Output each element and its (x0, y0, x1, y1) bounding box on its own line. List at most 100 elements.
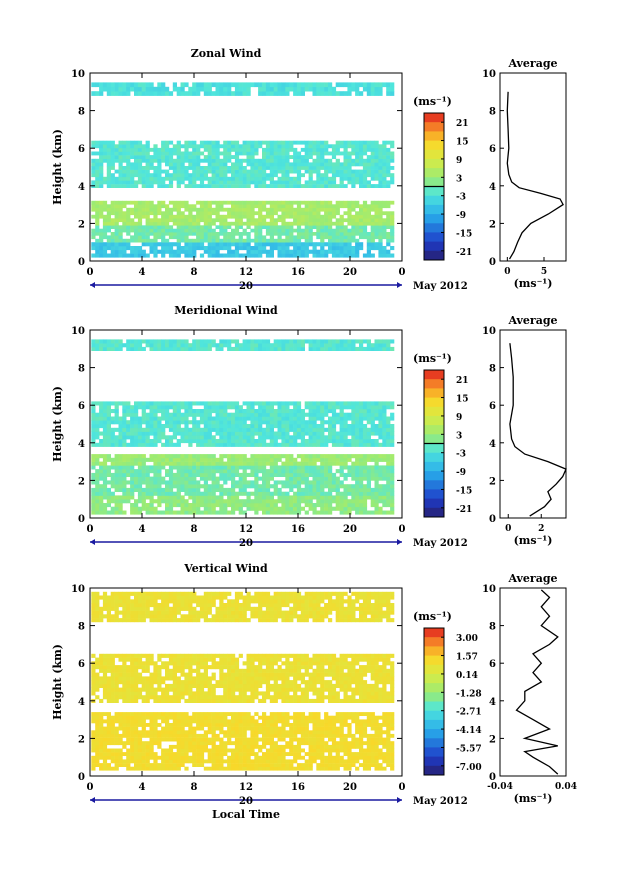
heatmap-cell (219, 253, 224, 258)
heatmap-cell (203, 412, 208, 417)
heatmap-cell (238, 238, 243, 243)
heatmap-cell (95, 495, 100, 500)
heatmap-cell (254, 506, 259, 511)
heatmap-cell (300, 200, 305, 205)
heatmap-cell (390, 499, 395, 504)
heatmap-cell (118, 487, 123, 492)
heatmap-cell (285, 242, 290, 247)
heatmap-cell (304, 420, 309, 425)
heatmap-cell (351, 409, 356, 414)
heatmap-cell (328, 472, 333, 477)
heatmap-cell (192, 737, 197, 742)
heatmap-cell (285, 228, 290, 233)
heatmap-cell (118, 166, 123, 170)
heatmap-cell (304, 405, 309, 410)
heatmap-cell (207, 719, 212, 724)
heatmap-cell (203, 484, 208, 489)
heatmap-cell (339, 214, 344, 219)
heatmap-cell (130, 730, 135, 735)
heatmap-cell (351, 200, 356, 205)
heatmap-cell (126, 752, 131, 756)
heatmap-cell (95, 207, 100, 212)
heatmap-cell (110, 719, 115, 724)
heatmap-cell (285, 343, 290, 348)
heatmap-cell (231, 401, 236, 406)
heatmap-cell (223, 442, 228, 447)
heatmap-cell (324, 144, 329, 149)
heatmap-cell (347, 166, 352, 170)
heatmap-cell (157, 184, 162, 188)
heatmap-cell (347, 412, 352, 417)
heatmap-cell (130, 173, 135, 178)
heatmap-cell (254, 225, 259, 229)
heatmap-cell (168, 752, 174, 756)
heatmap-cell (328, 91, 333, 96)
heatmap-cell (102, 748, 108, 753)
heatmap-cell (378, 207, 383, 212)
heatmap-cell (192, 427, 197, 432)
heatmap-cell (227, 420, 232, 425)
heatmap-cell (207, 343, 212, 348)
heatmap-cell (95, 427, 100, 432)
heatmap-cell (91, 427, 96, 432)
heatmap-cell (324, 442, 329, 447)
heatmap-cell (219, 759, 224, 764)
heatmap-cell (134, 435, 139, 440)
heatmap-cell (308, 439, 313, 444)
heatmap-cell (180, 752, 185, 756)
heatmap-cell (250, 207, 255, 212)
heatmap-cell (95, 242, 100, 247)
heatmap-cell (126, 737, 131, 742)
heatmap-cell (95, 176, 100, 181)
heatmap-cell (386, 457, 391, 462)
heatmap-cell (378, 86, 383, 92)
heatmap-cell (215, 723, 220, 727)
heatmap-cell (130, 442, 135, 447)
heatmap-cell (254, 454, 259, 459)
heatmap-cell (362, 200, 368, 205)
heatmap-cell (199, 412, 205, 417)
heatmap-cell (296, 253, 302, 258)
heatmap-cell (211, 339, 216, 344)
heatmap-cell (370, 242, 375, 247)
heatmap-cell (99, 235, 104, 240)
heatmap-cell (211, 427, 216, 432)
heatmap-cell (118, 91, 123, 96)
heatmap-cell (289, 427, 294, 432)
heatmap-cell (328, 506, 333, 511)
heatmap-cell (188, 442, 193, 447)
heatmap-cell (370, 91, 375, 96)
heatmap-cell (312, 91, 317, 96)
heatmap-cell (223, 405, 228, 410)
heatmap-cell (238, 454, 243, 459)
heatmap-cell (99, 461, 104, 466)
heatmap-cell (339, 253, 344, 258)
heatmap-cell (285, 211, 290, 216)
heatmap-cell (254, 491, 259, 496)
heatmap-cell (110, 715, 115, 720)
heatmap-cell (227, 246, 232, 251)
heatmap-cell (118, 228, 123, 233)
heatmap-cell (137, 225, 143, 229)
heatmap-cell (199, 755, 205, 760)
heatmap-cell (308, 506, 313, 511)
heatmap-cell (254, 401, 259, 406)
heatmap-cell (157, 405, 162, 410)
heatmap-cell (347, 439, 352, 444)
heatmap-cell (145, 169, 150, 174)
heatmap-cell (99, 737, 104, 742)
heatmap-cell (269, 166, 274, 170)
heatmap-cell (161, 228, 166, 233)
heatmap-cell (258, 439, 263, 444)
heatmap-cell (172, 723, 177, 727)
heatmap-cell (227, 184, 232, 188)
heatmap-cell (99, 719, 104, 724)
heatmap-cell (324, 339, 329, 344)
heatmap-cell (374, 176, 379, 181)
heatmap-cell (300, 420, 305, 425)
heatmap-cell (382, 420, 387, 425)
heatmap-cell (234, 225, 240, 229)
heatmap-cell (335, 235, 340, 240)
heatmap-cell (102, 82, 108, 88)
heatmap-cell (370, 246, 375, 251)
